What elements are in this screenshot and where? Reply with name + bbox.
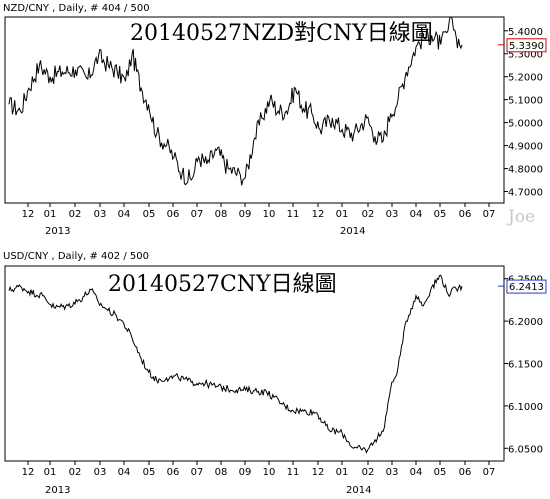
y-tick-label: 6.0500 xyxy=(508,444,543,455)
y-tick-label: 6.1500 xyxy=(508,360,543,371)
x-tick-label: 07 xyxy=(483,209,496,220)
x-tick-label: 06 xyxy=(167,467,180,478)
year-label: 2014 xyxy=(340,226,365,237)
y-tick-label: 5.1000 xyxy=(508,96,543,107)
x-tick-label: 05 xyxy=(143,467,156,478)
x-tick-label: 12 xyxy=(22,467,35,478)
x-tick-label: 04 xyxy=(118,209,131,220)
x-tick-label: 02 xyxy=(362,209,375,220)
y-tick-label: 5.4000 xyxy=(508,27,543,38)
year-label: 2013 xyxy=(45,226,70,237)
x-tick-label: 12 xyxy=(22,209,35,220)
series-line-nzd-cny xyxy=(8,17,463,186)
x-tick-label: 05 xyxy=(143,209,156,220)
x-tick-label: 02 xyxy=(69,467,82,478)
chart-title: 20140527CNY日線圖 xyxy=(108,272,337,297)
y-tick-label: 5.3000 xyxy=(508,50,543,61)
x-tick-label: 03 xyxy=(386,467,399,478)
x-tick-label: 05 xyxy=(434,467,447,478)
x-tick-label: 06 xyxy=(459,467,472,478)
x-tick-label: 01 xyxy=(44,467,57,478)
x-tick-label: 08 xyxy=(215,209,228,220)
x-tick-label: 10 xyxy=(263,467,276,478)
x-tick-label: 04 xyxy=(410,467,423,478)
x-tick-label: 07 xyxy=(191,467,204,478)
y-tick-label: 4.8000 xyxy=(508,165,543,176)
year-label: 2013 xyxy=(45,485,70,496)
year-label: 2014 xyxy=(346,485,371,496)
x-tick-label: 01 xyxy=(336,467,349,478)
x-tick-label: 08 xyxy=(215,467,228,478)
last-value-label: 5.3390 xyxy=(509,41,544,52)
x-tick-label: 03 xyxy=(386,209,399,220)
x-tick-label: 04 xyxy=(118,467,131,478)
x-tick-label: 07 xyxy=(191,209,204,220)
y-tick-label: 5.0000 xyxy=(508,119,543,130)
y-tick-label: 4.7000 xyxy=(508,188,543,199)
x-tick-label: 09 xyxy=(239,209,252,220)
x-tick-label: 01 xyxy=(336,209,349,220)
y-tick-label: 6.1000 xyxy=(508,402,543,413)
x-tick-label: 06 xyxy=(167,209,180,220)
chart-header: USD/CNY , Daily, # 402 / 500 xyxy=(3,251,149,262)
chart-title: 20140527NZD對CNY日線圖 xyxy=(130,21,433,46)
x-tick-label: 11 xyxy=(287,209,300,220)
x-tick-label: 10 xyxy=(263,209,276,220)
y-tick-label: 5.2000 xyxy=(508,73,543,84)
plot-frame xyxy=(4,265,505,462)
y-tick-label: 4.9000 xyxy=(508,142,543,153)
x-tick-label: 11 xyxy=(287,467,300,478)
x-tick-label: 02 xyxy=(362,467,375,478)
chart-header: NZD/CNY , Daily, # 404 / 500 xyxy=(3,3,150,14)
x-tick-label: 03 xyxy=(94,209,107,220)
x-tick-label: 12 xyxy=(312,209,325,220)
chart-panel-1: NZD/CNY , Daily, # 404 / 500 20140527NZD對… xyxy=(3,3,547,237)
last-value-box xyxy=(506,279,547,294)
y-tick-label: 6.2000 xyxy=(508,317,543,328)
last-value-box xyxy=(506,38,547,53)
last-value-label: 6.2413 xyxy=(509,282,544,293)
x-tick-label: 02 xyxy=(69,209,82,220)
x-tick-label: 06 xyxy=(459,209,472,220)
series-line-usd-cny xyxy=(8,274,463,454)
watermark-text: Joe xyxy=(506,207,535,227)
x-tick-label: 09 xyxy=(239,467,252,478)
x-tick-label: 05 xyxy=(434,209,447,220)
x-tick-label: 12 xyxy=(312,467,325,478)
x-tick-label: 07 xyxy=(483,467,496,478)
x-tick-label: 04 xyxy=(410,209,423,220)
x-tick-label: 01 xyxy=(44,209,57,220)
x-tick-label: 03 xyxy=(94,467,107,478)
chart-panel-2: USD/CNY , Daily, # 402 / 500 20140527CNY日… xyxy=(3,251,547,496)
